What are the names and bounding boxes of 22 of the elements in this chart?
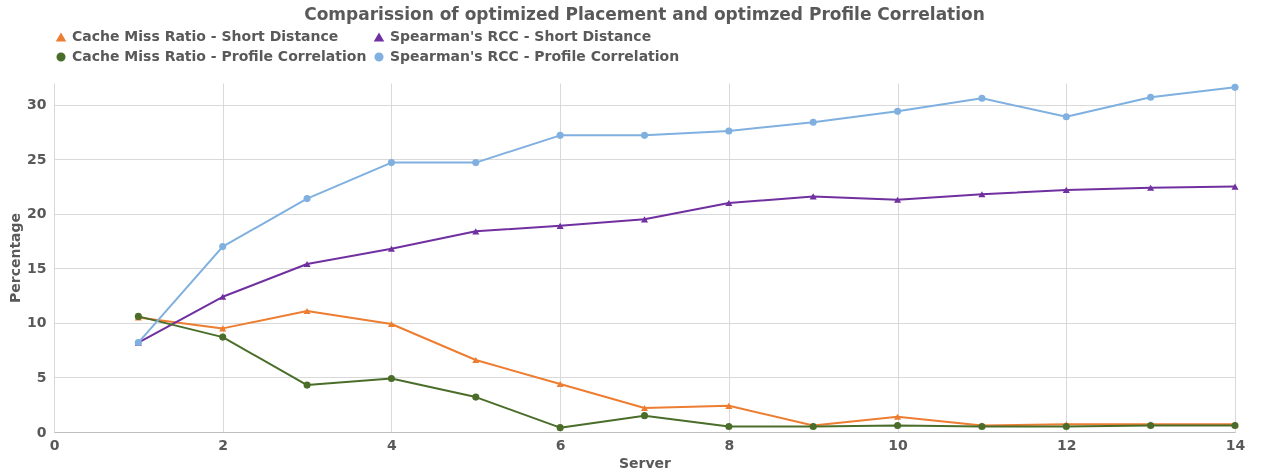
- y-tick-label: 10: [27, 314, 47, 331]
- legend-label: Spearman's RCC - Profile Correlation: [390, 48, 680, 64]
- chart-title: Comparission of optimized Placement and optimzed Profile Correlation: [304, 4, 985, 24]
- y-tick-label: 20: [27, 205, 47, 222]
- y-tick-label: 5: [36, 368, 47, 385]
- x-tick-label: 4: [387, 436, 398, 453]
- x-tick-label: 14: [1225, 436, 1246, 453]
- x-tick-label: 6: [555, 436, 566, 453]
- legend-label: Spearman's RCC - Short Distance: [390, 28, 652, 45]
- y-tick-label: 0: [36, 423, 47, 440]
- x-axis-title: Server: [618, 454, 672, 471]
- x-tick-label: 12: [1057, 436, 1077, 453]
- x-tick-label: 10: [888, 436, 909, 453]
- legend-label: Cache Miss Ratio - Short Distance: [72, 28, 339, 45]
- x-tick-label: 2: [218, 436, 229, 453]
- x-tick-label: 8: [724, 436, 735, 453]
- y-axis-title: Percentage: [7, 212, 24, 304]
- y-tick-label: 25: [27, 150, 47, 167]
- y-tick-label: 30: [27, 96, 47, 113]
- x-tick-label: 0: [49, 436, 60, 453]
- y-tick-label: 15: [27, 259, 47, 276]
- legend-label: Cache Miss Ratio - Profile Correlation: [72, 48, 367, 64]
